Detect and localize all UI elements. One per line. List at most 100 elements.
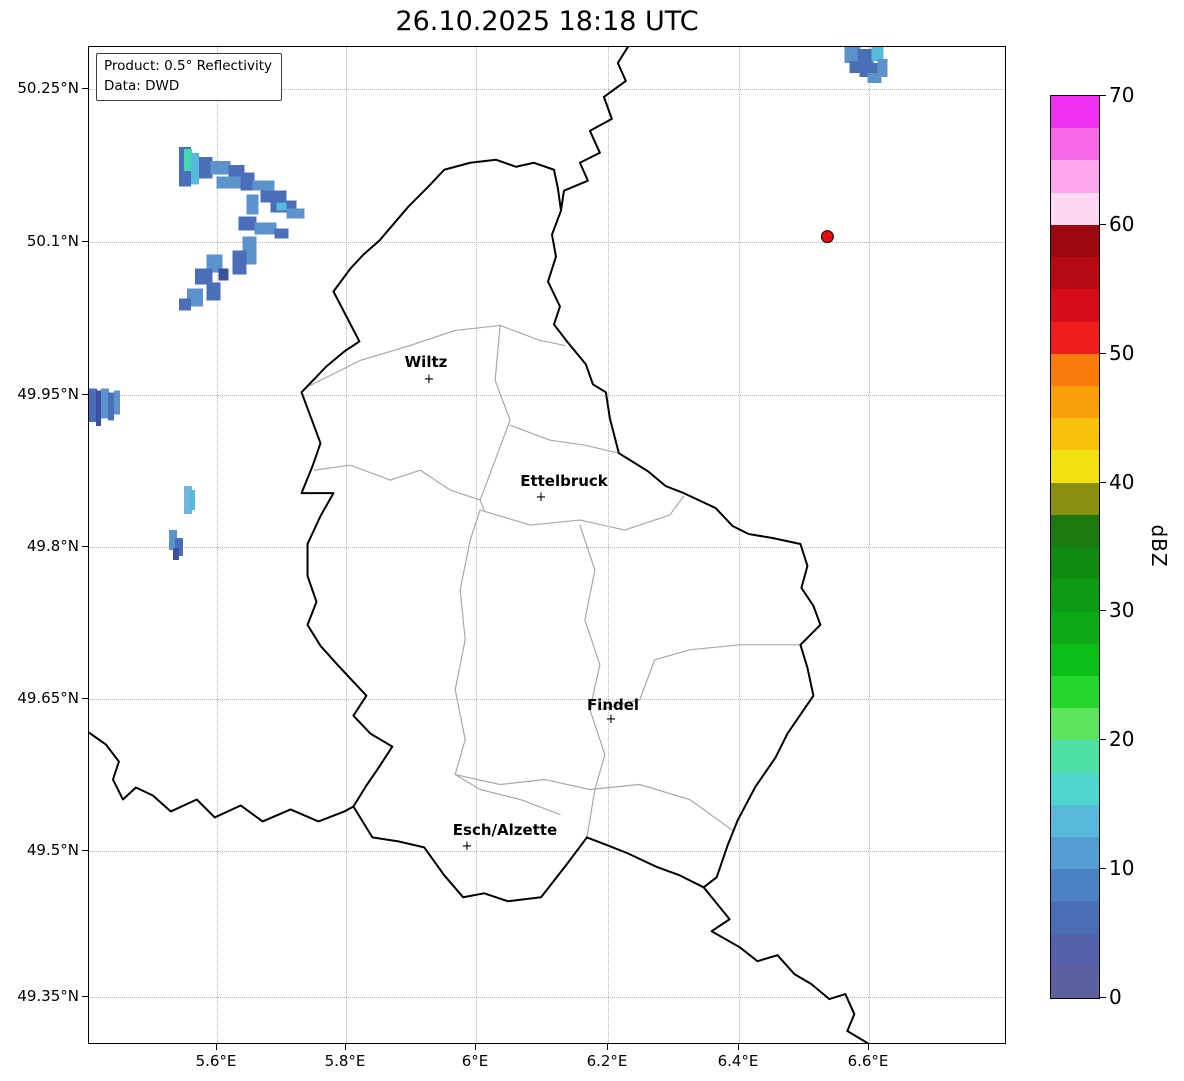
- colorbar-tick-label: 70: [1109, 83, 1135, 107]
- colorbar-tick-mark: [1099, 95, 1106, 96]
- radar-echo-cell: [228, 164, 245, 177]
- y-tick-label: 50.1°N: [26, 232, 79, 250]
- radar-echo-cell: [844, 47, 861, 63]
- colorbar-segment: [1051, 708, 1099, 741]
- colorbar-segment: [1051, 740, 1099, 773]
- figure-title: 26.10.2025 18:18 UTC: [395, 6, 699, 37]
- colorbar-tick-label: 30: [1109, 598, 1135, 623]
- radar-echo-cell: [206, 282, 221, 301]
- canton-border-line: [313, 464, 481, 501]
- radar-echo-cell: [867, 72, 882, 83]
- canton-border-line: [309, 324, 566, 386]
- city-marker-cross: +: [461, 839, 473, 855]
- radar-echo-cell: [174, 538, 183, 556]
- gridline-horizontal: [89, 547, 1005, 548]
- radar-echo-cell: [218, 268, 229, 281]
- colorbar-tick-mark: [1099, 739, 1106, 741]
- gridline-horizontal: [89, 89, 1005, 90]
- radar-echo-cell: [246, 194, 259, 215]
- colorbar-segment: [1051, 579, 1099, 612]
- x-tick-mark: [607, 1044, 608, 1050]
- france-belgium-border: [89, 731, 355, 823]
- radar-echo-cell: [183, 486, 192, 515]
- y-tick-label: 49.35°N: [17, 987, 79, 1005]
- city-marker-cross: +: [423, 372, 435, 388]
- radar-echo-cell: [186, 288, 203, 307]
- x-tick-mark: [216, 1044, 217, 1050]
- radar-echo-cell: [232, 250, 247, 275]
- colorbar-tick-label: 20: [1109, 727, 1135, 752]
- colorbar-segment: [1051, 901, 1099, 934]
- city-marker-cross: +: [535, 490, 547, 506]
- radar-echo-cell: [238, 216, 257, 231]
- colorbar-segment: [1051, 869, 1099, 902]
- gridline-horizontal: [89, 699, 1005, 700]
- colorbar-tick-label: 50: [1109, 340, 1135, 365]
- colorbar-segment: [1051, 804, 1099, 838]
- canton-border-line: [454, 773, 734, 832]
- colorbar-segment: [1051, 547, 1099, 580]
- canton-borders: [309, 324, 802, 839]
- france-germany-border: [702, 886, 869, 1043]
- city-label: Findel: [586, 696, 640, 714]
- y-tick-mark: [82, 88, 88, 89]
- gridline-vertical: [476, 47, 477, 1043]
- colorbar-segment: [1051, 643, 1099, 676]
- colorbar-segment: [1051, 160, 1099, 193]
- gridline-vertical: [869, 47, 870, 1043]
- city-label: Wiltz: [404, 353, 448, 371]
- city-label: Ettelbruck: [520, 472, 608, 490]
- radar-station-marker: [820, 230, 834, 244]
- y-tick-mark: [82, 546, 88, 547]
- x-tick-mark: [868, 1044, 869, 1050]
- city-marker-cross: +: [605, 712, 617, 728]
- x-tick-label: 6.4°E: [717, 1052, 759, 1070]
- colorbar-segment: [1051, 128, 1099, 161]
- colorbar-tick-label: 0: [1109, 985, 1122, 1009]
- colorbar-segment: [1051, 933, 1099, 966]
- radar-echo-cell: [871, 47, 884, 61]
- grid-layer: [89, 47, 1005, 1043]
- x-tick-label: 6.2°E: [586, 1052, 628, 1070]
- gridline-vertical: [217, 47, 218, 1043]
- y-tick-mark: [82, 241, 88, 242]
- colorbar-segment: [1051, 965, 1099, 999]
- canton-border-line: [454, 509, 561, 816]
- radar-echo-cell: [206, 254, 223, 273]
- product-info-box: Product: 0.5° Reflectivity Data: DWD: [96, 53, 282, 102]
- x-tick-label: 5.8°E: [324, 1052, 366, 1070]
- radar-echo-cell: [190, 152, 199, 185]
- country-borders: [89, 47, 869, 1043]
- radar-echo-cell: [877, 58, 888, 77]
- colorbar-tick-label: 40: [1109, 469, 1135, 494]
- radar-echo-cell: [260, 190, 287, 203]
- colorbar-segment: [1051, 772, 1099, 805]
- radar-echo-cell: [276, 202, 287, 211]
- radar-echo-cell: [849, 60, 860, 73]
- colorbar-segment: [1051, 257, 1099, 290]
- y-tick-label: 50.25°N: [17, 79, 79, 97]
- colorbar-tick-mark: [1099, 997, 1106, 998]
- colorbar-segments: [1051, 96, 1099, 999]
- radar-echo-cell: [89, 388, 97, 423]
- radar-echo-cell: [178, 298, 191, 311]
- y-tick-label: 49.5°N: [26, 841, 79, 859]
- data-source-line: Data: DWD: [104, 77, 180, 94]
- city-label: Esch/Alzette: [452, 821, 558, 839]
- gridline-vertical: [346, 47, 347, 1043]
- radar-echo-cell: [107, 392, 114, 421]
- radar-echo-cell: [240, 172, 255, 191]
- gridline-horizontal: [89, 997, 1005, 998]
- gridline-vertical: [739, 47, 740, 1043]
- colorbar-segment: [1051, 289, 1099, 322]
- radar-echo-cell: [183, 148, 192, 171]
- city-labels-layer: + Wiltz + Ettelbruck + Findel + Esch/Alzette: [89, 47, 1005, 1043]
- colorbar-tick-mark: [1099, 352, 1106, 354]
- radar-echo-cell: [210, 160, 231, 175]
- y-tick-mark: [82, 394, 88, 395]
- colorbar-tick-mark: [1099, 481, 1106, 483]
- radar-echo-cell: [286, 208, 305, 219]
- canton-border-line: [509, 424, 620, 454]
- canton-border-line: [479, 495, 685, 531]
